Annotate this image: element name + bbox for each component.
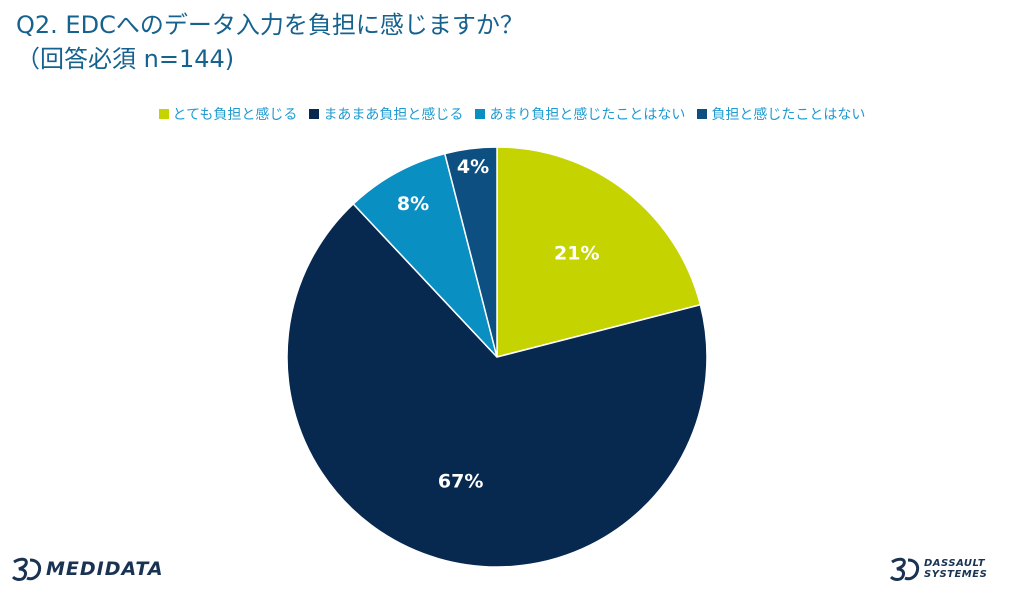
dassault-logo-line2: SYSTEMES [924, 569, 988, 580]
dassault-logo-text: DASSAULT SYSTEMES [924, 558, 987, 580]
legend-swatch [475, 109, 486, 119]
pie-slice [443, 146, 498, 358]
pie-slice [496, 146, 702, 358]
legend-swatch [697, 109, 708, 119]
3ds-logo-icon [890, 557, 920, 581]
medidata-logo: MEDIDATA [12, 556, 164, 582]
legend-label: あまり負担と感じたことはない [489, 107, 686, 123]
chart-title-line2: （回答必須 n=144) [16, 45, 235, 73]
dassault-logo-line1: DASSAULT [924, 558, 986, 569]
chart-legend: とても負担と感じる まあまあ負担と感じる あまり負担と感じたことはない 負担と感じたこ… [0, 104, 1024, 124]
legend-label: 負担と感じたことはない [711, 107, 866, 123]
legend-item: まあまあ負担と感じる [309, 104, 463, 124]
legend-item: あまり負担と感じたことはない [475, 104, 685, 124]
slice-data-label: 21% [554, 243, 599, 265]
medidata-logo-text: MEDIDATA [46, 558, 164, 580]
slice-data-label: 4% [457, 156, 489, 178]
slice-data-label: 67% [438, 471, 483, 493]
legend-item: 負担と感じたことはない [697, 104, 865, 124]
chart-title: Q2. EDCへのデータ入力を負担に感じますか？ （回答必須 n=144) [16, 8, 524, 76]
chart-title-line1: Q2. EDCへのデータ入力を負担に感じますか？ [16, 11, 524, 39]
dassault-systemes-logo: DASSAULT SYSTEMES [890, 556, 987, 582]
pie-slice [286, 202, 708, 568]
3ds-logo-icon [12, 557, 42, 581]
legend-label: とても負担と感じる [172, 107, 298, 123]
pie-slice [352, 152, 498, 358]
legend-label: まあまあ負担と感じる [323, 107, 464, 123]
legend-item: とても負担と感じる [158, 104, 298, 124]
legend-swatch [309, 109, 320, 119]
slice-data-label: 8% [397, 193, 429, 215]
legend-swatch [158, 109, 169, 119]
